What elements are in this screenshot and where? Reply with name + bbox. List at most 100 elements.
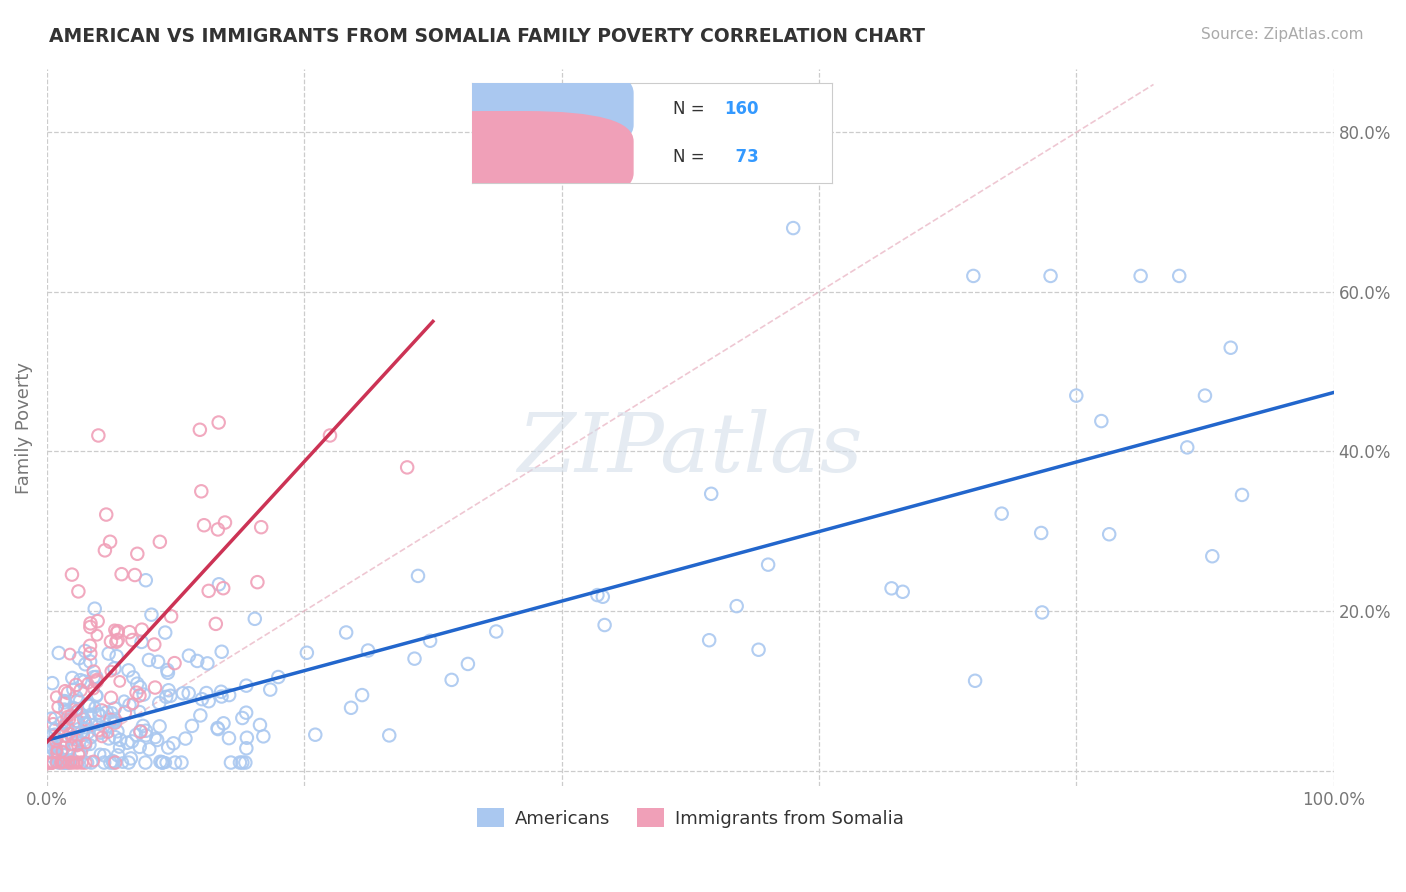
- Text: ZIPatlas: ZIPatlas: [517, 409, 863, 489]
- Point: [77, 699, 100, 714]
- Point: [52, 756, 75, 770]
- Point: [135, 573, 157, 587]
- Legend: Americans, Immigrants from Somalia: Americans, Immigrants from Somalia: [470, 801, 911, 835]
- Point: [107, 724, 129, 739]
- Point: [66, 725, 89, 739]
- Point: [197, 583, 219, 598]
- Point: [46, 731, 69, 746]
- Point: [97, 725, 120, 739]
- Point: [90, 703, 112, 717]
- Point: [75, 644, 97, 658]
- Point: [60, 567, 83, 582]
- Point: [252, 730, 274, 744]
- Point: [132, 719, 155, 733]
- Point: [125, 728, 148, 742]
- Point: [1230, 488, 1253, 502]
- Point: [122, 670, 145, 684]
- Point: [94, 543, 117, 558]
- Point: [160, 609, 183, 624]
- Point: [104, 730, 127, 744]
- Point: [396, 460, 419, 475]
- Point: [59, 752, 82, 766]
- Point: [60, 732, 83, 747]
- Point: [485, 624, 508, 639]
- Point: [100, 756, 122, 770]
- Point: [73, 716, 96, 731]
- Point: [75, 715, 97, 730]
- Point: [214, 516, 236, 530]
- Point: [134, 756, 156, 770]
- Point: [352, 688, 374, 702]
- Point: [756, 558, 779, 572]
- Point: [51, 744, 73, 758]
- Point: [87, 717, 110, 731]
- Point: [103, 661, 125, 675]
- Point: [195, 686, 218, 700]
- Point: [170, 756, 193, 770]
- Point: [70, 745, 93, 759]
- Point: [146, 733, 169, 747]
- Point: [72, 728, 94, 742]
- Point: [86, 674, 108, 689]
- Point: [135, 723, 157, 738]
- Point: [70, 724, 93, 739]
- Point: [66, 756, 89, 770]
- Point: [965, 673, 987, 688]
- Point: [42, 728, 65, 742]
- Point: [44, 727, 66, 741]
- Point: [155, 756, 177, 770]
- Point: [44, 737, 66, 751]
- Point: [138, 742, 160, 756]
- Point: [129, 680, 152, 694]
- Point: [104, 715, 127, 730]
- Point: [235, 679, 257, 693]
- Point: [62, 756, 84, 770]
- Point: [149, 719, 172, 733]
- Point: [67, 693, 90, 707]
- Point: [172, 686, 194, 700]
- Point: [45, 756, 67, 770]
- Point: [193, 518, 215, 533]
- Point: [46, 699, 69, 714]
- Point: [67, 651, 90, 665]
- Point: [58, 756, 80, 770]
- Point: [163, 656, 186, 670]
- Point: [1064, 388, 1087, 402]
- Point: [121, 633, 143, 648]
- Point: [83, 665, 105, 679]
- Point: [83, 700, 105, 714]
- Point: [1219, 341, 1241, 355]
- Point: [218, 688, 240, 702]
- Point: [60, 730, 83, 744]
- Point: [204, 616, 226, 631]
- Point: [891, 584, 914, 599]
- Point: [235, 706, 257, 720]
- Point: [186, 654, 208, 668]
- Point: [52, 740, 75, 755]
- Point: [404, 651, 426, 665]
- Point: [59, 647, 82, 661]
- Point: [41, 756, 63, 770]
- Point: [65, 732, 87, 747]
- Point: [66, 714, 89, 729]
- Point: [782, 221, 804, 235]
- Point: [100, 690, 122, 705]
- Point: [97, 647, 120, 661]
- Point: [65, 702, 87, 716]
- Point: [117, 756, 139, 770]
- Point: [58, 756, 80, 770]
- Point: [700, 487, 723, 501]
- Point: [208, 577, 231, 591]
- Point: [121, 734, 143, 748]
- Point: [105, 625, 128, 640]
- Point: [65, 729, 87, 743]
- Point: [129, 724, 152, 739]
- Point: [72, 710, 94, 724]
- Point: [91, 730, 114, 744]
- Point: [304, 728, 326, 742]
- Point: [155, 625, 177, 640]
- Point: [146, 655, 169, 669]
- Point: [41, 734, 63, 748]
- Point: [156, 665, 179, 680]
- Point: [155, 690, 177, 704]
